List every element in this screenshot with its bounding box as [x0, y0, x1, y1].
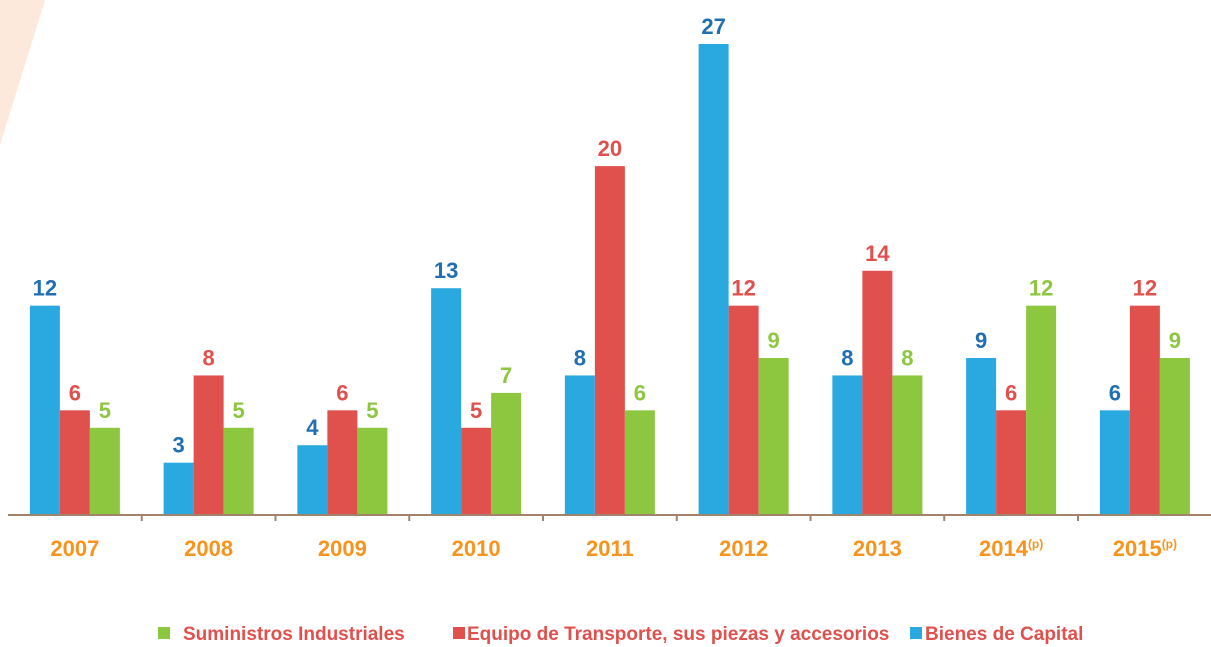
data-label: 12 — [33, 276, 57, 301]
legend-label: Suministros Industriales — [183, 624, 405, 645]
data-label: 5 — [366, 398, 378, 423]
bar — [163, 462, 194, 515]
bar — [431, 288, 462, 515]
legend-label: Equipo de Transporte, sus piezas y acces… — [467, 624, 889, 645]
data-label: 8 — [203, 345, 215, 370]
data-label: 6 — [634, 380, 646, 405]
data-label: 27 — [701, 14, 725, 39]
legend-swatch — [910, 627, 922, 639]
x-tick-label-main: 2014 — [979, 536, 1029, 561]
data-label: 13 — [434, 258, 458, 283]
data-label: 8 — [841, 345, 853, 370]
data-label: 8 — [574, 345, 586, 370]
x-tick-label: 2008 — [184, 536, 233, 561]
data-label: 6 — [69, 380, 81, 405]
bar — [594, 166, 625, 515]
bar — [89, 427, 120, 515]
data-label: 4 — [306, 415, 319, 440]
data-label: 6 — [1005, 380, 1017, 405]
data-label: 3 — [173, 433, 185, 458]
bar — [193, 375, 224, 515]
bar — [862, 270, 893, 515]
bar — [461, 427, 492, 515]
bar — [223, 427, 254, 515]
legend-swatch — [158, 627, 170, 639]
data-label: 9 — [768, 328, 780, 353]
data-label: 8 — [901, 345, 913, 370]
bar — [1026, 305, 1057, 515]
bar — [491, 392, 522, 515]
x-tick-label: 2013 — [853, 536, 902, 561]
data-label: 20 — [598, 136, 622, 161]
bar — [1159, 358, 1190, 515]
bar — [564, 375, 595, 515]
decoration — [0, 0, 45, 145]
bar — [1129, 305, 1160, 515]
x-tick-label: 2010 — [452, 536, 501, 561]
data-label: 12 — [731, 276, 755, 301]
x-tick-label-main: 2015 — [1113, 536, 1162, 561]
data-label: 12 — [1133, 276, 1157, 301]
bar — [996, 410, 1027, 515]
x-tick-label: 2015(p) — [1113, 536, 1177, 561]
bar — [357, 427, 388, 515]
data-label: 14 — [865, 241, 890, 266]
data-label: 12 — [1029, 276, 1053, 301]
bar — [758, 358, 789, 515]
x-tick-label: 2009 — [318, 536, 367, 561]
bar — [832, 375, 863, 515]
bar — [698, 44, 729, 515]
x-tick-label-sup: (p) — [1028, 537, 1043, 551]
data-label: 7 — [500, 363, 512, 388]
bar — [1099, 410, 1130, 515]
x-tick-label: 2014(p) — [979, 536, 1043, 561]
x-tick-label: 2012 — [719, 536, 768, 561]
data-label: 6 — [1109, 380, 1121, 405]
bar — [624, 410, 655, 515]
data-label: 9 — [975, 328, 987, 353]
data-label: 5 — [470, 398, 482, 423]
x-tick-label-sup: (p) — [1162, 537, 1177, 551]
bar — [966, 358, 997, 515]
bar — [892, 375, 923, 515]
data-label: 9 — [1169, 328, 1181, 353]
legend-swatch — [453, 627, 465, 639]
data-label: 6 — [336, 380, 348, 405]
bar — [327, 410, 358, 515]
x-tick-label: 2011 — [586, 536, 634, 561]
bar — [728, 305, 759, 515]
legend-label: Bienes de Capital — [925, 624, 1083, 645]
data-label: 5 — [233, 398, 245, 423]
x-tick-label: 2007 — [50, 536, 99, 561]
data-label: 5 — [99, 398, 111, 423]
bar — [297, 445, 328, 515]
bar — [59, 410, 90, 515]
bar — [29, 305, 60, 515]
